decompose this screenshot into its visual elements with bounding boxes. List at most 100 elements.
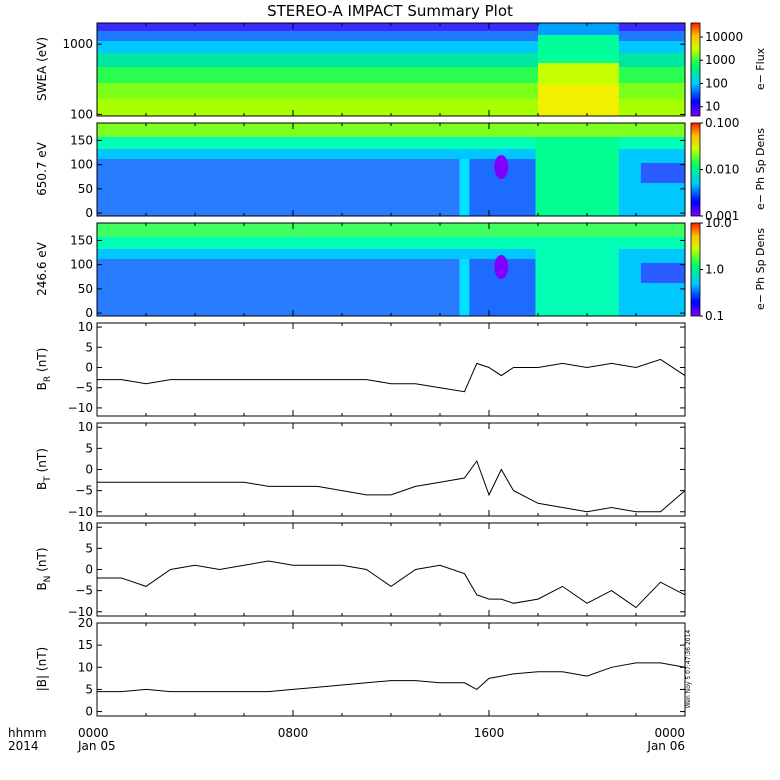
- ytick-label: −10: [68, 401, 93, 415]
- ytick-label: −10: [68, 605, 93, 619]
- colorbar-tick-label: 10.0: [705, 216, 732, 230]
- swea-heatmap: [97, 23, 685, 116]
- ytick-label: 150: [70, 133, 93, 147]
- ytick-label: 15: [78, 638, 93, 652]
- pad-246ev-yaxis-ticks: 0 50 100 150: [70, 223, 686, 320]
- bt-series-line: [97, 459, 686, 513]
- pad-late-dip: [640, 263, 685, 283]
- colorbar-tick-label: 1.0: [705, 263, 724, 277]
- swea-colorbar-ticks: 10 100 1000 10000: [700, 30, 743, 114]
- colorbar-tick-label: 1000: [705, 53, 736, 67]
- panel-bt: −10 −5 0 5 10 BT (nT): [35, 420, 686, 519]
- bn-ylabel-subscript: N: [43, 576, 53, 583]
- swea-enhanced-band: [538, 35, 619, 63]
- pad-minimum-spot: [494, 155, 509, 179]
- bn-ylabel-unit: (nT): [35, 547, 49, 571]
- ytick-label: 100: [70, 107, 93, 121]
- br-ylabel-symbol: B: [35, 382, 49, 390]
- time-axis-row2-label: 2014: [8, 739, 39, 753]
- ytick-label: 0: [85, 705, 93, 719]
- pad-field-aligned-band: [97, 123, 685, 137]
- swea-enhanced-band: [538, 63, 619, 85]
- ytick-label: 50: [78, 282, 93, 296]
- pad-650ev-heatmap: [97, 123, 685, 216]
- pad-650ev-colorbar-label: e− Ph Sp Dens: [754, 128, 767, 210]
- ytick-label: 5: [85, 541, 93, 555]
- ytick-label: 100: [70, 158, 93, 172]
- bmag-ylabel: |B| (nT): [35, 647, 49, 691]
- br-ylabel-unit: (nT): [35, 348, 49, 372]
- ytick-label: 20: [78, 616, 93, 630]
- ytick-label: 10: [78, 320, 93, 334]
- time-tick-0000-end: 0000: [654, 726, 685, 740]
- generation-stamp: Wen Noy 5 07:47:36 2014: [685, 630, 692, 709]
- br-frame: [96, 322, 686, 417]
- pad-650ev-colorbar-ticks: 0.001 0.010 0.100: [700, 116, 739, 223]
- colorbar-tick-label: 0.1: [705, 309, 724, 323]
- pad-isotropic-region: [535, 237, 619, 316]
- date-label-jan06: Jan 06: [646, 739, 685, 753]
- ytick-label: 10: [78, 520, 93, 534]
- bt-ylabel: BT (nT): [35, 448, 53, 490]
- pad-depletion-region: [97, 159, 460, 216]
- panel-246ev: 0 50 100 150 246.6 eV 0.1 1.0 10.0 e− Ph Sp D…: [35, 216, 767, 323]
- colorbar-tick-label: 100: [705, 76, 728, 90]
- ytick-label: 0: [85, 563, 93, 577]
- colorbar-tick-label: 0.001: [705, 209, 739, 223]
- panel-swea: 100 1000 SWEA (eV) 10 100 1000 10000 e− Flux: [35, 22, 767, 121]
- ytick-label: −5: [75, 584, 93, 598]
- time-tick-0800: 0800: [278, 726, 309, 740]
- ytick-label: 5: [85, 441, 93, 455]
- pad-650ev-yaxis-ticks: 0 50 100 150: [70, 123, 686, 220]
- bmag-series-line: [97, 662, 686, 693]
- pad-transition-band: [97, 249, 685, 259]
- bt-yaxis-ticks: −10 −5 0 5 10: [68, 420, 686, 519]
- pad-246ev-colorbar-label: e− Ph Sp Dens: [754, 228, 767, 310]
- panel-br: −10 −5 0 5 10 BR (nT): [35, 320, 686, 417]
- swea-enhanced-band: [538, 85, 619, 116]
- colorbar-tick-label: 10000: [705, 30, 743, 44]
- bmag-frame: [96, 622, 686, 717]
- pad-246ev-heatmap: [97, 223, 685, 316]
- bt-ylabel-symbol: B: [35, 482, 49, 490]
- time-tick-1600: 1600: [474, 726, 505, 740]
- pad-650ev-colorbar: [690, 122, 701, 217]
- br-series-line: [97, 358, 686, 393]
- ytick-label: 5: [85, 682, 93, 696]
- bmag-yaxis-ticks: 0 5 10 15 20: [78, 616, 686, 719]
- ytick-label: 1000: [62, 37, 93, 51]
- panel-bn: −10 −5 0 5 10 BN (nT): [35, 520, 686, 619]
- swea-enhanced-band: [538, 23, 619, 35]
- bn-frame: [96, 522, 686, 617]
- pad-depletion-region: [97, 259, 460, 316]
- ytick-label: 10: [78, 420, 93, 434]
- panel-bmag: 0 5 10 15 20 |B| (nT) Wen Noy 5 07:47:36 201…: [35, 616, 692, 719]
- colorbar-tick-label: 10: [705, 100, 720, 114]
- ytick-label: −5: [75, 484, 93, 498]
- ytick-label: 0: [85, 306, 93, 320]
- swea-ylabel: SWEA (eV): [35, 37, 49, 101]
- pad-gap: [459, 259, 470, 316]
- ytick-label: 0: [85, 360, 93, 374]
- swea-colorbar: [690, 22, 701, 117]
- ytick-label: 50: [78, 182, 93, 196]
- pad-246ev-colorbar-ticks: 0.1 1.0 10.0: [700, 216, 732, 323]
- pad-minimum-spot: [494, 255, 509, 279]
- br-yaxis-ticks: −10 −5 0 5 10: [68, 320, 686, 416]
- pad-isotropic-region: [535, 137, 619, 216]
- br-ylabel: BR (nT): [35, 348, 53, 391]
- plot-title: STEREO-A IMPACT Summary Plot: [267, 2, 513, 20]
- bn-ylabel-symbol: B: [35, 582, 49, 590]
- ytick-label: 150: [70, 233, 93, 247]
- pad-transition-band: [97, 149, 685, 159]
- swea-energy-band: [97, 31, 685, 41]
- swea-energy-band: [97, 23, 685, 31]
- time-axis-row1-label: hhmm: [8, 726, 47, 740]
- panel-650ev: 0 50 100 150 650.7 eV 0.001 0.010 0.100 e− Ph…: [35, 116, 767, 223]
- ytick-label: 0: [85, 463, 93, 477]
- bmag-ylabel-symbol: |B|: [35, 675, 49, 691]
- bn-yaxis-ticks: −10 −5 0 5 10: [68, 520, 686, 619]
- bt-ylabel-subscript: T: [43, 476, 53, 483]
- ytick-label: 0: [85, 206, 93, 220]
- colorbar-tick-label: 0.100: [705, 116, 739, 130]
